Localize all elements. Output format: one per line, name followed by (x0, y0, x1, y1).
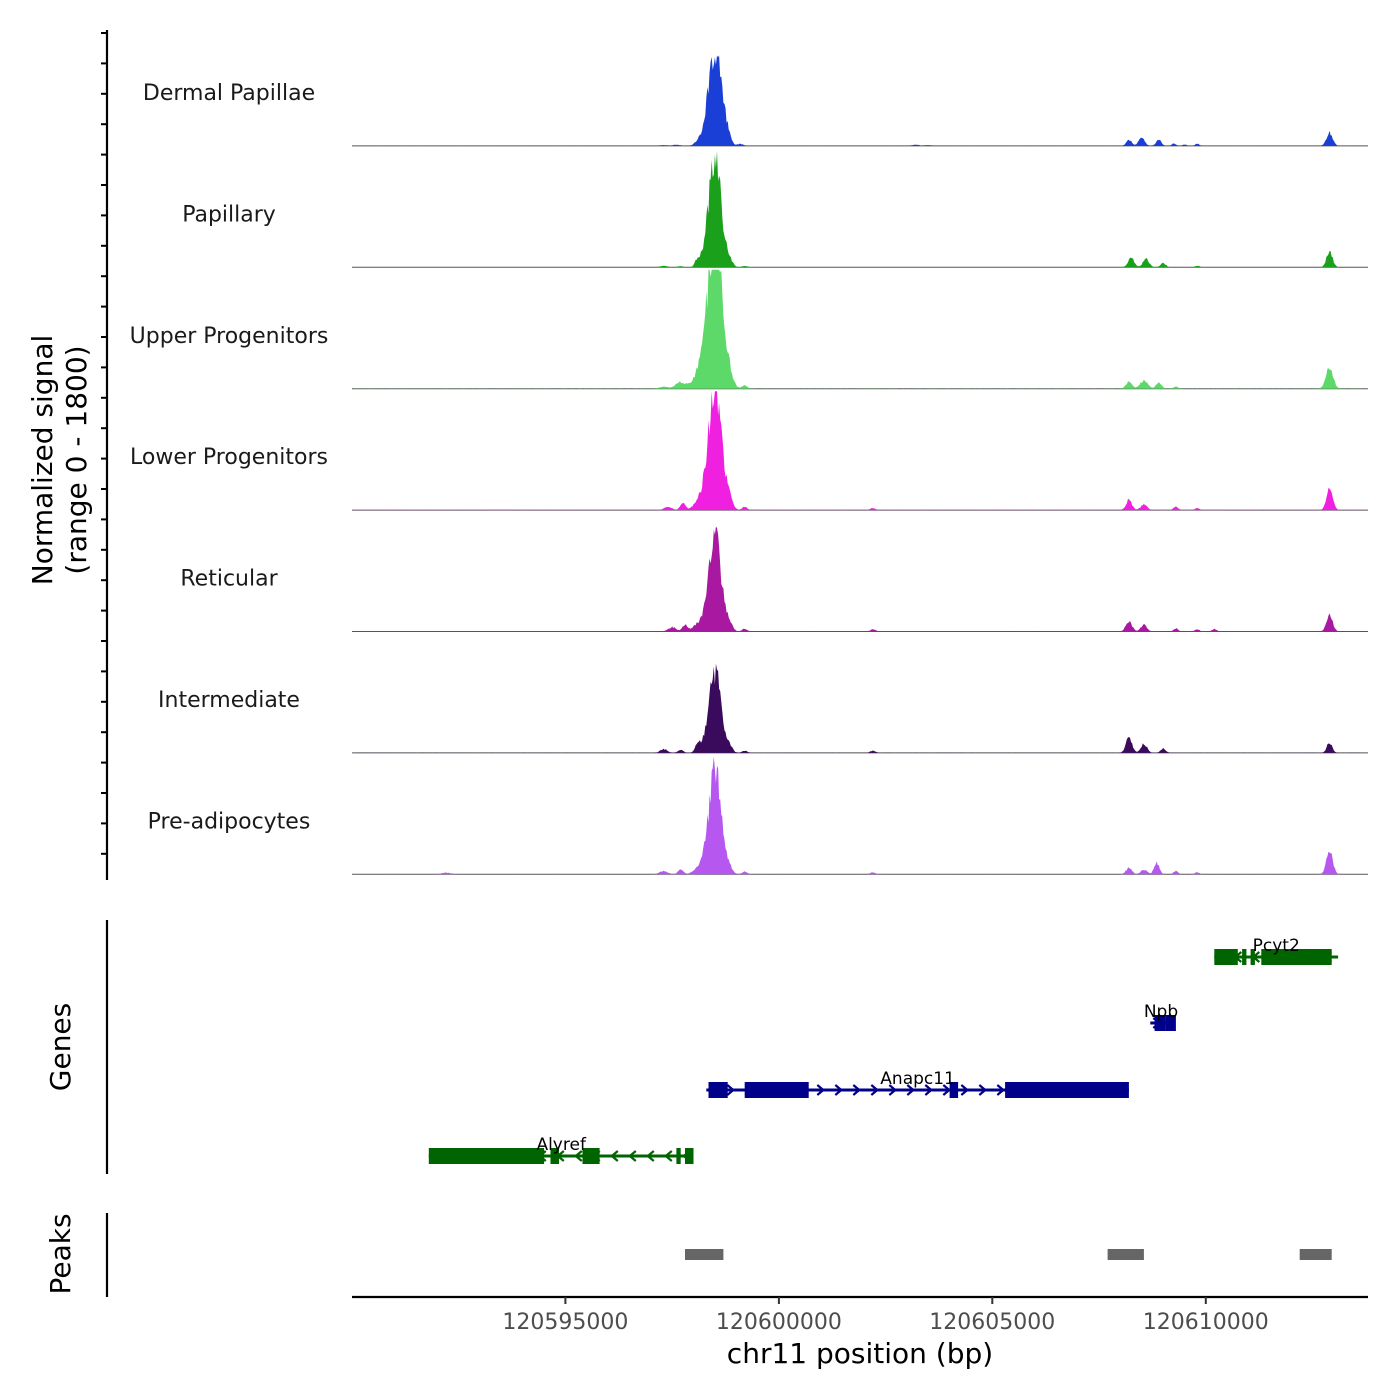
x-tick-label: 120600000 (716, 1310, 842, 1335)
exon (582, 1148, 600, 1164)
coverage-area-upper-progenitors (352, 269, 1368, 389)
gene-label: Anapc11 (880, 1069, 955, 1089)
exon (676, 1148, 681, 1164)
strand-chevron (978, 1084, 988, 1096)
coverage-y-axis-label-line: Normalized signal (26, 335, 59, 586)
track-label: Upper Progenitors (130, 324, 329, 349)
x-tick-label: 120605000 (929, 1310, 1055, 1335)
exon (1154, 1015, 1166, 1031)
exon (1005, 1082, 1129, 1098)
peaks-y-axis-label: Peaks (44, 1213, 77, 1294)
exon (949, 1082, 959, 1098)
coverage-area-dermal-papillae (352, 55, 1368, 146)
coverage-area-pre-adipocytes (352, 756, 1368, 875)
track-label: Papillary (182, 202, 276, 227)
x-tick-label: 120595000 (502, 1310, 628, 1335)
coverage-y-axis-label-line: (range 0 - 1800) (60, 345, 93, 574)
exon (1242, 949, 1247, 965)
coverage-panel: Normalized signal(range 0 - 1800) Dermal … (26, 30, 1368, 880)
gene-label: Pcyt2 (1253, 936, 1300, 956)
exon (428, 1148, 545, 1164)
strand-chevron (888, 1084, 898, 1096)
peaks-panel: Peaks (44, 1213, 1332, 1297)
strand-chevron (610, 1150, 619, 1162)
exon (1214, 949, 1238, 965)
exon (685, 1148, 694, 1164)
strand-chevron (924, 1084, 934, 1096)
strand-chevron (996, 1084, 1006, 1096)
strand-chevron (816, 1084, 826, 1096)
strand-chevron (628, 1150, 637, 1162)
coverage-y-axis-label: Normalized signal(range 0 - 1800) (26, 335, 93, 586)
track-label: Intermediate (158, 688, 300, 713)
exon (1261, 949, 1332, 965)
strand-chevron (870, 1084, 880, 1096)
x-axis: 120595000 120600000 120605000 120610000 chr1… (352, 1295, 1368, 1370)
coverage-area-intermediate (352, 663, 1368, 753)
exon (1250, 949, 1255, 965)
gene-label: Npb (1144, 1002, 1178, 1022)
x-axis-label: chr11 position (bp) (727, 1337, 993, 1370)
peak-region (1107, 1249, 1144, 1260)
strand-chevron (646, 1150, 655, 1162)
track-label: Dermal Papillae (143, 81, 315, 106)
exon (550, 1148, 559, 1164)
strand-chevron (906, 1084, 916, 1096)
track-label: Lower Progenitors (130, 445, 328, 470)
coverage-area-lower-progenitors (352, 391, 1368, 511)
gene-label: Alyref (536, 1135, 586, 1155)
exon (708, 1082, 728, 1098)
peak-region (1299, 1249, 1332, 1260)
track-label: Pre-adipocytes (148, 809, 311, 834)
peak-region (685, 1249, 724, 1260)
coverage-area-reticular (352, 526, 1368, 632)
strand-chevron (852, 1084, 862, 1096)
strand-chevron (726, 1084, 736, 1096)
exon (1165, 1015, 1176, 1031)
strand-chevron (574, 1150, 583, 1162)
strand-chevron (834, 1084, 844, 1096)
strand-chevron (942, 1084, 952, 1096)
track-label: Reticular (180, 567, 278, 592)
genes-y-axis-label: Genes (44, 1003, 77, 1091)
strand-chevron (960, 1084, 970, 1096)
coverage-area-papillary (352, 150, 1368, 268)
x-tick-label: 120610000 (1143, 1310, 1269, 1335)
genes-panel: Genes Pcyt2 Npb Anapc11 Alyref (44, 920, 1339, 1174)
exon (744, 1082, 809, 1098)
strand-chevron (664, 1150, 673, 1162)
